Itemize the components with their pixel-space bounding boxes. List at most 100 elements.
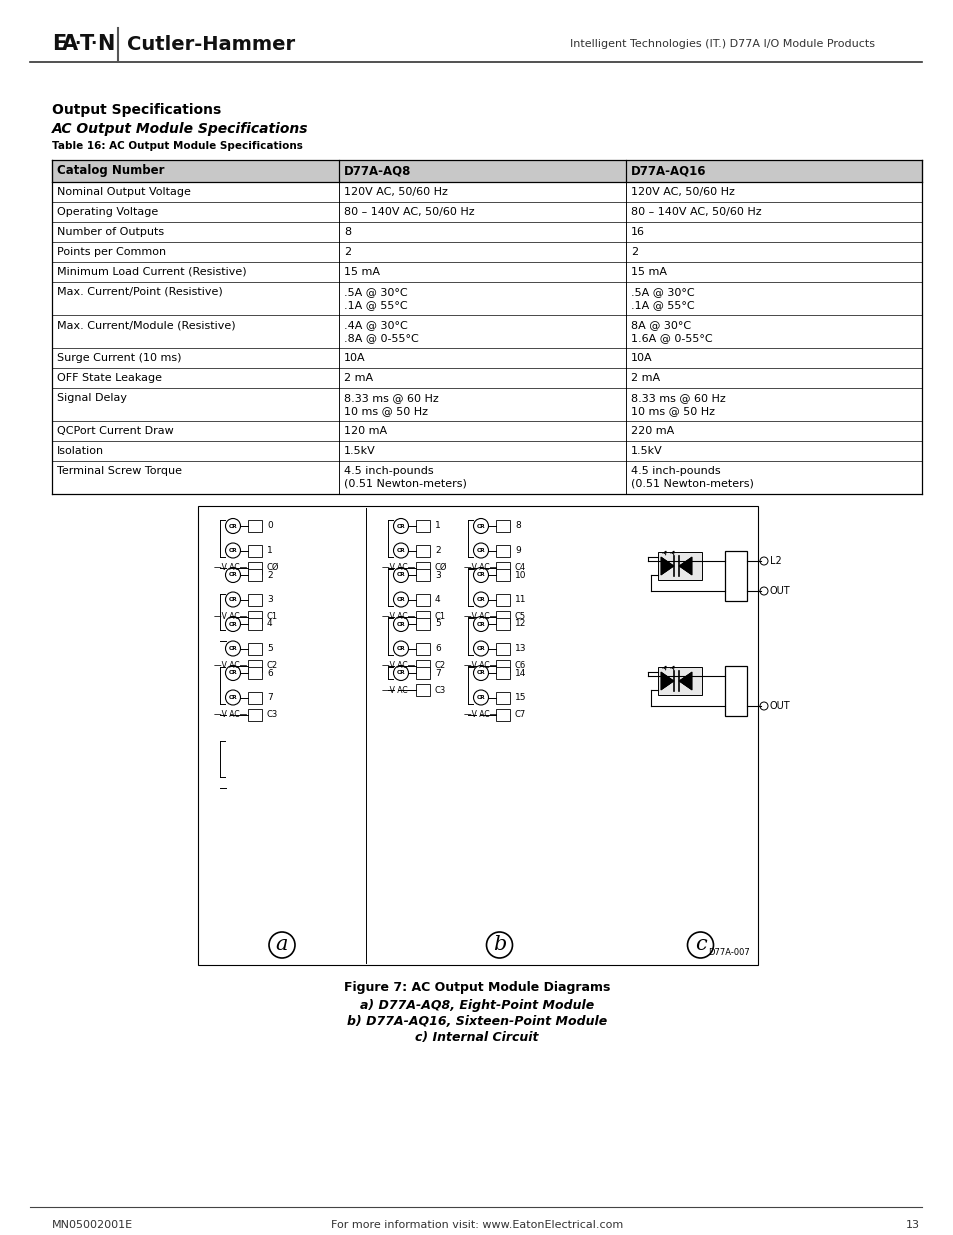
Bar bbox=[52, 262, 921, 282]
Text: Terminal Screw Torque: Terminal Screw Torque bbox=[57, 466, 182, 475]
Text: 80 – 140V AC, 50/60 Hz: 80 – 140V AC, 50/60 Hz bbox=[344, 207, 475, 217]
Text: C5: C5 bbox=[515, 613, 525, 621]
Bar bbox=[496, 692, 510, 704]
Bar bbox=[248, 642, 262, 655]
Bar bbox=[416, 562, 430, 573]
Text: 7: 7 bbox=[435, 668, 440, 678]
Text: 8.33 ms @ 60 Hz: 8.33 ms @ 60 Hz bbox=[344, 393, 438, 403]
Text: 80 – 140V AC, 50/60 Hz: 80 – 140V AC, 50/60 Hz bbox=[630, 207, 760, 217]
Text: 4.5 inch-pounds: 4.5 inch-pounds bbox=[344, 466, 434, 475]
Text: OUT: OUT bbox=[769, 701, 790, 711]
Text: CR: CR bbox=[396, 597, 405, 601]
Text: L2: L2 bbox=[769, 556, 781, 566]
Text: CR: CR bbox=[229, 646, 237, 651]
Text: C3: C3 bbox=[267, 710, 278, 719]
Bar bbox=[416, 610, 430, 622]
Text: Minimum Load Current (Resistive): Minimum Load Current (Resistive) bbox=[57, 267, 247, 277]
Bar bbox=[248, 667, 262, 679]
Bar bbox=[496, 569, 510, 580]
Bar bbox=[416, 667, 430, 679]
Text: 8A @ 30°C: 8A @ 30°C bbox=[630, 320, 690, 330]
Text: —V AC—: —V AC— bbox=[381, 613, 415, 621]
Text: 1: 1 bbox=[267, 546, 273, 555]
Polygon shape bbox=[679, 672, 691, 690]
Text: Nominal Output Voltage: Nominal Output Voltage bbox=[57, 186, 191, 198]
Bar bbox=[52, 348, 921, 368]
Text: (0.51 Newton-meters): (0.51 Newton-meters) bbox=[344, 479, 466, 489]
Text: 6: 6 bbox=[435, 643, 440, 653]
Text: CØ: CØ bbox=[435, 563, 447, 572]
Text: 220 mA: 220 mA bbox=[630, 426, 674, 436]
Text: Intelligent Technologies (IT.) D77A I/O Module Products: Intelligent Technologies (IT.) D77A I/O … bbox=[569, 40, 874, 49]
Text: Number of Outputs: Number of Outputs bbox=[57, 227, 164, 237]
Text: CR: CR bbox=[229, 524, 237, 529]
Bar bbox=[52, 388, 921, 421]
Text: MN05002001E: MN05002001E bbox=[52, 1220, 133, 1230]
Text: A: A bbox=[62, 35, 78, 54]
Polygon shape bbox=[660, 672, 673, 690]
Text: 1.5kV: 1.5kV bbox=[630, 446, 662, 456]
Text: CR: CR bbox=[229, 548, 237, 553]
Text: —V AC—: —V AC— bbox=[463, 661, 497, 671]
Text: 9: 9 bbox=[515, 546, 520, 555]
Bar bbox=[416, 618, 430, 630]
Text: 2: 2 bbox=[267, 571, 273, 579]
Text: a: a bbox=[275, 935, 288, 955]
Text: —V AC—: —V AC— bbox=[213, 661, 247, 671]
Text: Catalog Number: Catalog Number bbox=[57, 164, 164, 177]
Bar bbox=[52, 161, 921, 182]
Bar bbox=[416, 594, 430, 605]
Text: 1.5kV: 1.5kV bbox=[344, 446, 375, 456]
Text: 10 ms @ 50 Hz: 10 ms @ 50 Hz bbox=[344, 406, 428, 416]
Text: 15: 15 bbox=[515, 693, 526, 701]
Text: CR: CR bbox=[476, 524, 485, 529]
Text: .5A @ 30°C: .5A @ 30°C bbox=[344, 287, 407, 296]
Text: For more information visit: www.EatonElectrical.com: For more information visit: www.EatonEle… bbox=[331, 1220, 622, 1230]
Text: 5: 5 bbox=[267, 643, 273, 653]
Polygon shape bbox=[679, 672, 691, 690]
Text: 5: 5 bbox=[435, 620, 440, 629]
Bar bbox=[416, 545, 430, 557]
Text: —V AC—: —V AC— bbox=[463, 613, 497, 621]
Text: 2: 2 bbox=[344, 247, 351, 257]
Text: 2: 2 bbox=[435, 546, 440, 555]
Text: CR: CR bbox=[229, 621, 237, 626]
Text: —V AC—: —V AC— bbox=[381, 563, 415, 572]
Bar bbox=[248, 659, 262, 672]
Text: 10A: 10A bbox=[344, 353, 365, 363]
Polygon shape bbox=[660, 557, 673, 576]
Text: CR: CR bbox=[476, 621, 485, 626]
Text: 120V AC, 50/60 Hz: 120V AC, 50/60 Hz bbox=[630, 186, 734, 198]
Text: 2: 2 bbox=[630, 247, 638, 257]
Polygon shape bbox=[660, 557, 673, 576]
Text: 1.6A @ 0-55°C: 1.6A @ 0-55°C bbox=[630, 333, 712, 343]
Text: CR: CR bbox=[396, 621, 405, 626]
Text: 2 mA: 2 mA bbox=[630, 373, 659, 383]
Text: —V AC—: —V AC— bbox=[213, 563, 247, 572]
Text: .5A @ 30°C: .5A @ 30°C bbox=[630, 287, 694, 296]
Bar bbox=[496, 610, 510, 622]
Bar bbox=[198, 506, 758, 965]
Text: CR: CR bbox=[396, 671, 405, 676]
Text: 1: 1 bbox=[435, 521, 440, 531]
Bar bbox=[496, 562, 510, 573]
Bar bbox=[496, 642, 510, 655]
Text: —V AC—: —V AC— bbox=[463, 710, 497, 719]
Text: 8: 8 bbox=[344, 227, 351, 237]
Bar bbox=[658, 667, 701, 695]
Bar bbox=[52, 441, 921, 461]
Bar bbox=[496, 659, 510, 672]
Text: 6: 6 bbox=[267, 668, 273, 678]
Text: CR: CR bbox=[229, 573, 237, 578]
Polygon shape bbox=[679, 557, 691, 576]
Text: C4: C4 bbox=[515, 563, 525, 572]
Text: Isolation: Isolation bbox=[57, 446, 104, 456]
Text: 3: 3 bbox=[435, 571, 440, 579]
Text: CR: CR bbox=[229, 597, 237, 601]
Text: 10: 10 bbox=[515, 571, 526, 579]
Bar bbox=[52, 421, 921, 441]
Text: —V AC—: —V AC— bbox=[381, 661, 415, 671]
Bar bbox=[416, 642, 430, 655]
Text: 4.5 inch-pounds: 4.5 inch-pounds bbox=[630, 466, 720, 475]
Bar bbox=[52, 461, 921, 494]
